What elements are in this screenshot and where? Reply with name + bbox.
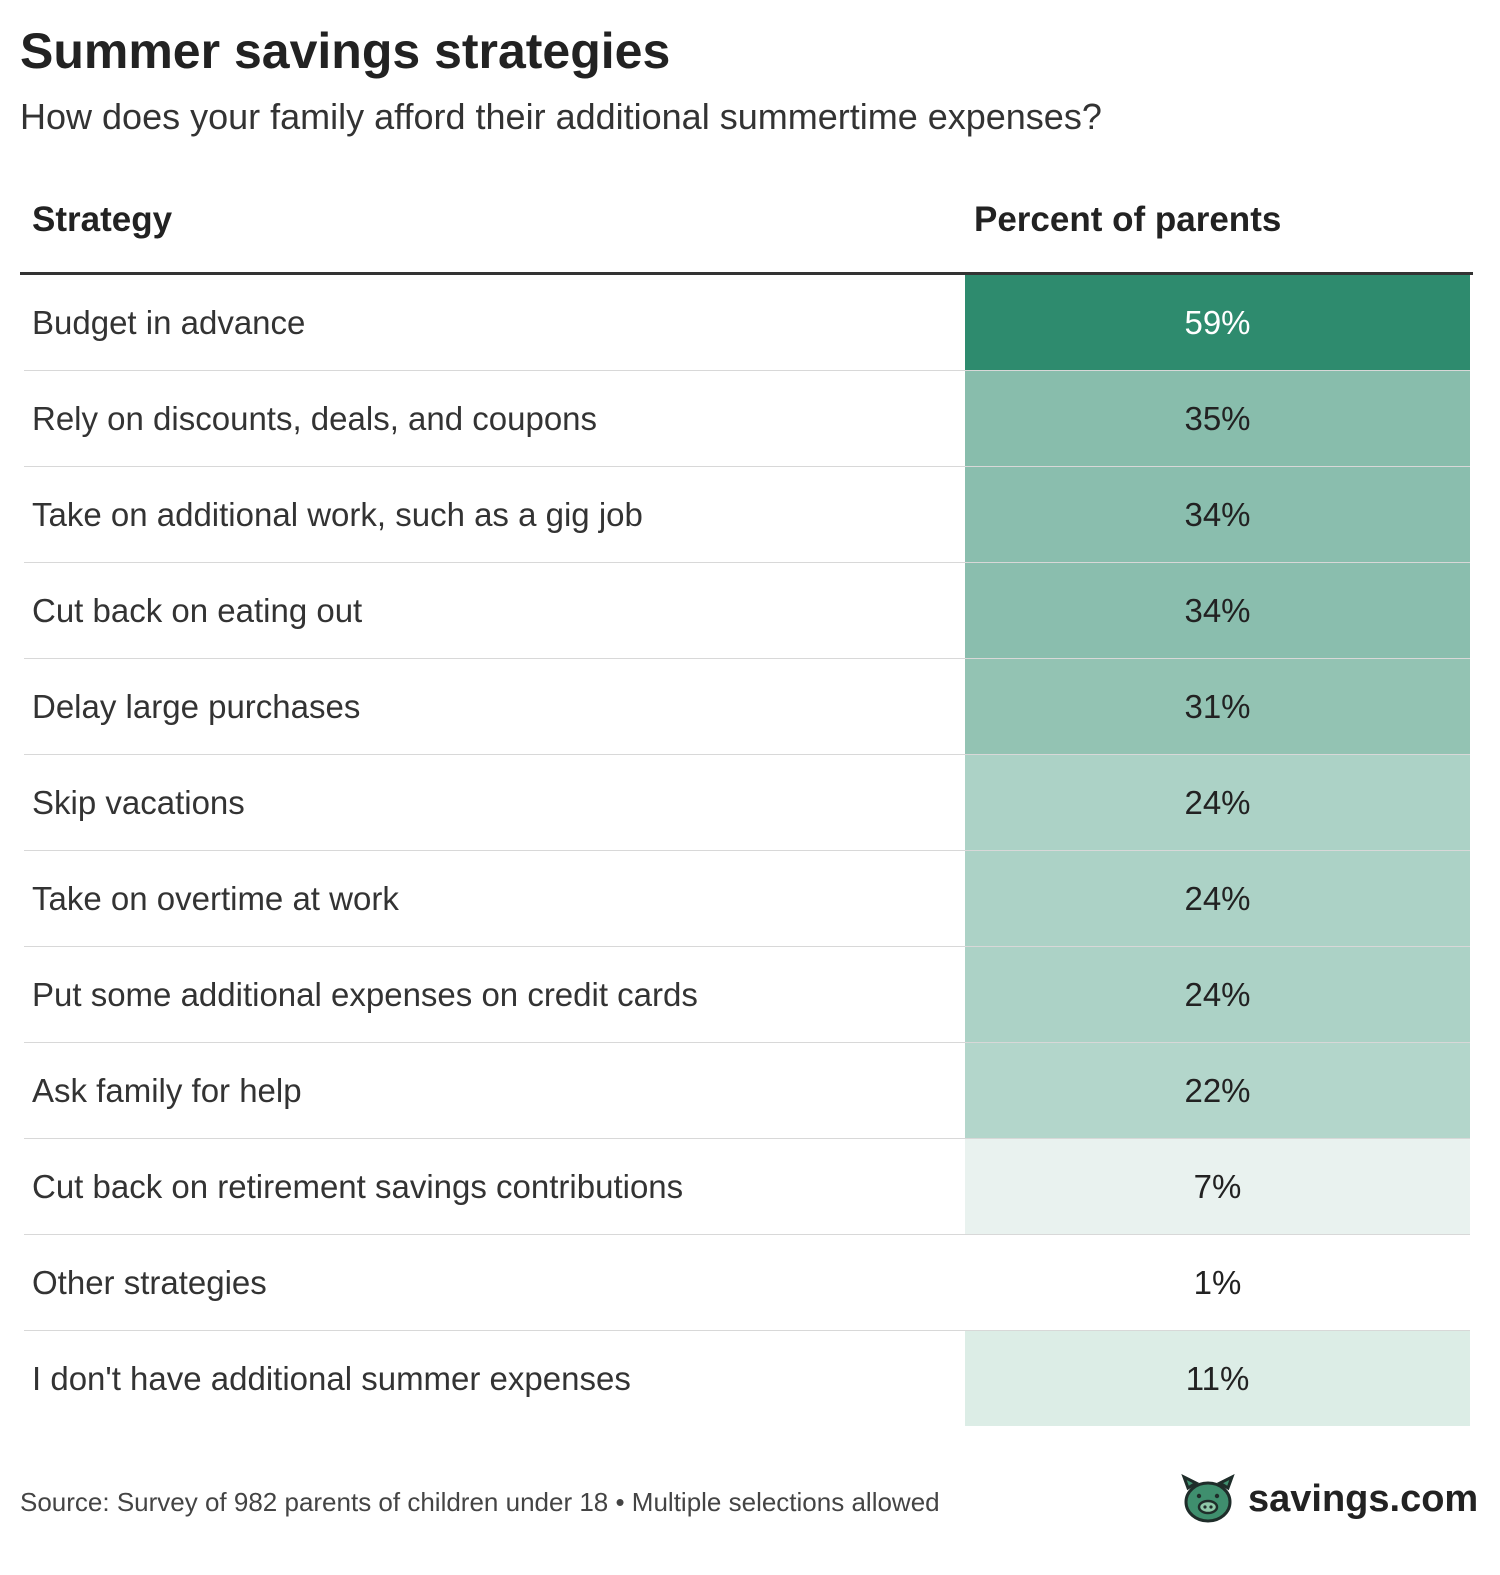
strategy-cell: Ask family for help xyxy=(32,1072,302,1109)
source-note: Source: Survey of 982 parents of childre… xyxy=(20,1487,940,1517)
table-row: Delay large purchases 31% xyxy=(24,659,1470,755)
percent-cell: 24% xyxy=(965,947,1470,1042)
percent-cell: 11% xyxy=(965,1331,1470,1426)
percent-cell: 34% xyxy=(965,563,1470,658)
subtitle: How does your family afford their additi… xyxy=(20,96,1102,137)
table-header: Strategy Percent of parents xyxy=(20,196,1473,275)
strategy-cell: Take on additional work, such as a gig j… xyxy=(32,496,643,533)
table-row: Cut back on retirement savings contribut… xyxy=(24,1139,1470,1235)
table-row: Rely on discounts, deals, and coupons 35% xyxy=(24,371,1470,467)
strategy-cell: Other strategies xyxy=(32,1264,267,1301)
percent-cell: 1% xyxy=(965,1235,1470,1330)
table-row: Budget in advance 59% xyxy=(24,275,1470,371)
percent-cell: 31% xyxy=(965,659,1470,754)
table-row: Put some additional expenses on credit c… xyxy=(24,947,1470,1043)
column-header: Strategy xyxy=(32,200,173,239)
percent-cell: 34% xyxy=(965,467,1470,562)
table-row: Ask family for help 22% xyxy=(24,1043,1470,1139)
strategy-cell: Put some additional expenses on credit c… xyxy=(32,976,698,1013)
table-row: Take on overtime at work 24% xyxy=(24,851,1470,947)
percent-cell: 24% xyxy=(965,755,1470,850)
logo-text: savings.com xyxy=(1248,1477,1479,1520)
table-row: Take on additional work, such as a gig j… xyxy=(24,467,1470,563)
strategy-cell: Take on overtime at work xyxy=(32,880,399,917)
percent-cell: 7% xyxy=(965,1139,1470,1234)
strategy-cell: Budget in advance xyxy=(32,304,306,341)
table-row: I don't have additional summer expenses 1… xyxy=(24,1331,1470,1426)
strategy-cell: Skip vacations xyxy=(32,784,245,821)
column-header: Percent of parents xyxy=(974,200,1282,239)
logo: savings.com xyxy=(1180,1474,1478,1524)
percent-cell: 35% xyxy=(965,371,1470,466)
table-body: Budget in advance 59% Rely on discounts, d… xyxy=(24,275,1470,1426)
strategy-cell: Rely on discounts, deals, and coupons xyxy=(32,400,598,437)
percent-cell: 22% xyxy=(965,1043,1470,1138)
strategy-cell: Delay large purchases xyxy=(32,688,361,725)
table-row: Other strategies 1% xyxy=(24,1235,1470,1331)
strategy-cell: Cut back on retirement savings contribut… xyxy=(32,1168,684,1205)
strategy-cell: I don't have additional summer expenses xyxy=(32,1360,631,1397)
strategy-cell: Cut back on eating out xyxy=(32,592,363,629)
logo-icon xyxy=(1181,1474,1235,1523)
table-row: Cut back on eating out 34% xyxy=(24,563,1470,659)
title: Summer savings strategies xyxy=(20,23,671,79)
percent-cell: 24% xyxy=(965,851,1470,946)
table-row: Skip vacations 24% xyxy=(24,755,1470,851)
percent-cell: 59% xyxy=(965,275,1470,370)
